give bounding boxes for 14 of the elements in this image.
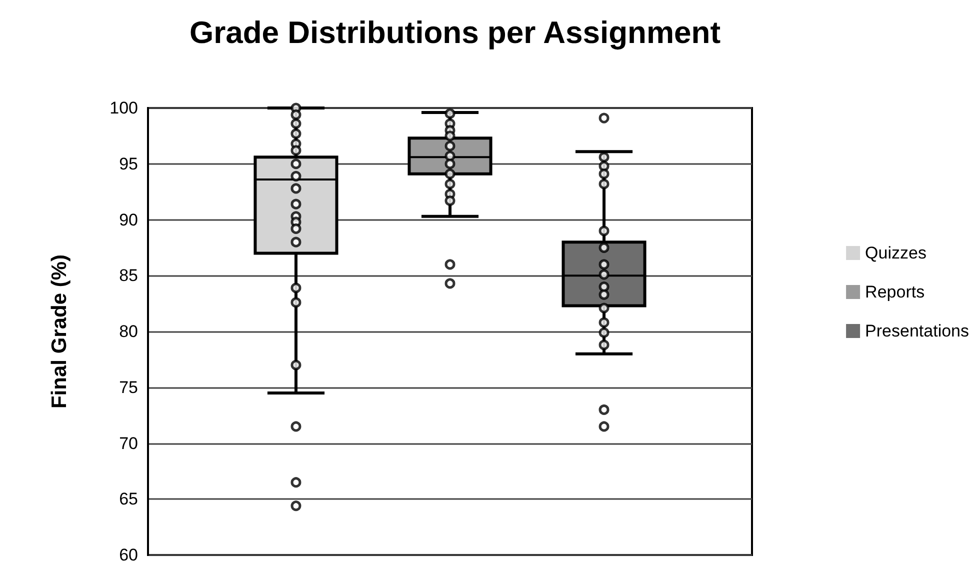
y-tick-label: 60 (119, 546, 138, 564)
y-tick-label: 90 (119, 210, 138, 230)
y-axis-title: Final Grade (%) (48, 254, 71, 409)
y-tick-label: 100 (110, 98, 138, 118)
y-tick-label: 95 (119, 154, 138, 174)
y-tick-label: 80 (119, 322, 138, 341)
chart-title: Grade Distributions per Assignment (189, 15, 721, 50)
legend-label: Presentations (865, 322, 969, 340)
y-tick-label: 70 (119, 434, 138, 453)
y-tick-label: 75 (119, 378, 138, 397)
legend-label: Quizzes (865, 244, 926, 262)
y-tick-label: 85 (119, 266, 138, 286)
legend-label: Reports (865, 282, 925, 302)
y-tick-label: 65 (119, 490, 138, 509)
